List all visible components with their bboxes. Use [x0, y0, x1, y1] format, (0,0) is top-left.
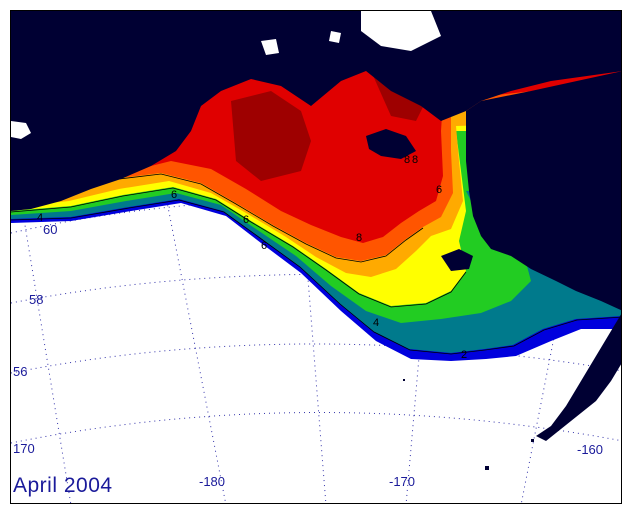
ice-specks: [403, 379, 534, 470]
land-masses: [11, 11, 621, 441]
lat-label-56: 56: [13, 364, 28, 379]
contour-label: 8: [356, 232, 362, 244]
lon-label-minus-170: -170: [389, 474, 416, 489]
lon-label-170: 170: [13, 441, 35, 456]
contour-label: 6: [261, 240, 267, 252]
lat-label-58: 58: [29, 292, 44, 307]
contour-label: 6: [436, 184, 442, 196]
map-canvas: 2 4 6 8 6 8 8 6 6 4: [11, 11, 621, 503]
land-siberia: [11, 11, 621, 211]
lon-label-minus-180: -180: [199, 474, 226, 489]
contour-label-group: 2 4 6 8 6 8 8 6 6 4: [37, 154, 467, 361]
land-island-stlawrence: [366, 129, 416, 159]
land-alaska: [466, 71, 621, 311]
lon-label-minus-160: -160: [577, 442, 604, 457]
contour-label: 8: [412, 154, 418, 166]
contour-label: 6: [171, 189, 177, 201]
land-island-nunivak: [441, 249, 473, 271]
land-peninsula: [536, 314, 621, 441]
land-patches: [11, 11, 441, 139]
sea-ice-map: 2 4 6 8 6 8 8 6 6 4 60 58 56 170 -180 -1…: [10, 10, 622, 504]
graticule: [11, 170, 621, 503]
contour-label: 8: [404, 154, 410, 166]
contour-label: 2: [461, 349, 467, 361]
contour-label: 4: [37, 212, 43, 224]
lat-label-60: 60: [43, 222, 58, 237]
map-title: April 2004: [13, 474, 113, 497]
ice-band-darkred: [231, 91, 311, 181]
contour-label: 6: [243, 214, 249, 226]
contour-label: 4: [373, 317, 379, 329]
